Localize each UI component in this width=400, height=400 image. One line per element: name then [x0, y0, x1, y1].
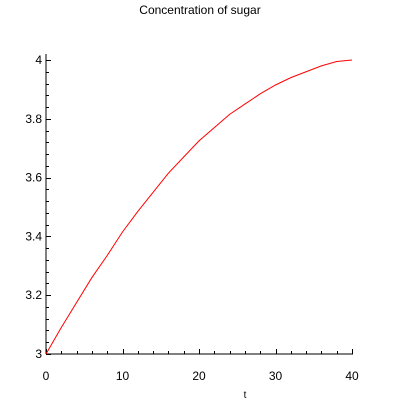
y-tick-label: 3.2 — [25, 288, 42, 302]
x-tick-label: 30 — [269, 369, 283, 383]
series-line — [45, 59, 353, 355]
x-tick-label: 40 — [345, 369, 359, 383]
y-tick-label: 4 — [35, 53, 42, 67]
x-axis-label: t — [244, 390, 247, 400]
y-tick-label: 3 — [35, 347, 42, 361]
x-tick-label: 10 — [116, 369, 130, 383]
y-tick-label: 3.4 — [25, 229, 42, 243]
x-tick-label: 20 — [192, 369, 206, 383]
x-tick-label: 0 — [43, 369, 50, 383]
y-tick-label: 3.8 — [25, 112, 42, 126]
chart-title: Concentration of sugar — [139, 3, 261, 17]
y-tick-label: 3.6 — [25, 171, 42, 185]
